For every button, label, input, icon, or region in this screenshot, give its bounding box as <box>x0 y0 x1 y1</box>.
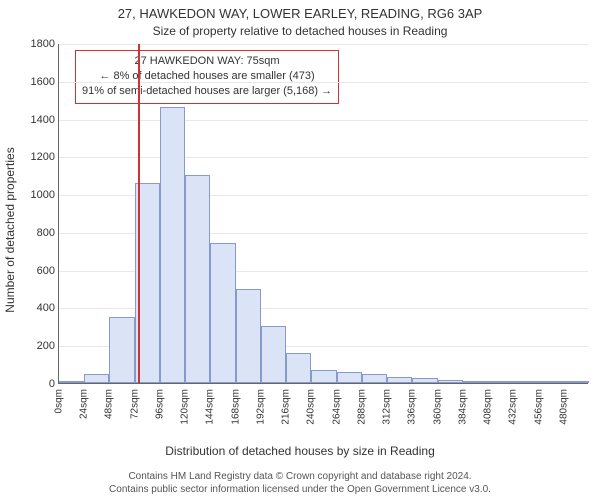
chart-container: 27, HAWKEDON WAY, LOWER EARLEY, READING,… <box>0 0 600 500</box>
xtick-label: 240sqm <box>306 389 317 425</box>
histogram-bar <box>286 353 311 383</box>
y-axis-label: Number of detached properties <box>3 147 17 312</box>
histogram-bar <box>185 175 210 383</box>
footer-attribution: Contains HM Land Registry data © Crown c… <box>0 470 600 496</box>
xtick-label: 408sqm <box>483 389 494 425</box>
histogram-bar <box>438 380 463 383</box>
ytick-label: 1600 <box>31 76 55 88</box>
xtick-label: 144sqm <box>205 389 216 425</box>
ytick-label: 1200 <box>31 151 55 163</box>
histogram-plot: 27 HAWKEDON WAY: 75sqm ← 8% of detached … <box>58 44 588 384</box>
page-subtitle: Size of property relative to detached ho… <box>0 24 600 38</box>
xtick-label: 96sqm <box>154 389 165 419</box>
histogram-bar <box>337 372 362 383</box>
histogram-bar <box>109 317 134 383</box>
annotation-line-1: 27 HAWKEDON WAY: 75sqm <box>82 54 332 69</box>
xtick-label: 120sqm <box>180 389 191 425</box>
ytick-label: 600 <box>37 265 55 277</box>
histogram-bar <box>412 378 437 383</box>
histogram-bar <box>261 326 286 383</box>
xtick-label: 48sqm <box>104 389 115 419</box>
histogram-bar <box>236 289 261 383</box>
xtick-label: 72sqm <box>129 389 140 419</box>
annotation-box: 27 HAWKEDON WAY: 75sqm ← 8% of detached … <box>75 50 339 104</box>
footer-line-1: Contains HM Land Registry data © Crown c… <box>0 470 600 483</box>
reference-line <box>138 44 140 383</box>
histogram-bar <box>84 374 109 383</box>
histogram-bar <box>463 381 488 383</box>
xtick-label: 480sqm <box>558 389 569 425</box>
ytick-label: 200 <box>37 340 55 352</box>
xtick-label: 192sqm <box>255 389 266 425</box>
footer-line-2: Contains public sector information licen… <box>0 483 600 496</box>
ytick-label: 800 <box>37 227 55 239</box>
annotation-line-3: 91% of semi-detached houses are larger (… <box>82 84 332 99</box>
page-title: 27, HAWKEDON WAY, LOWER EARLEY, READING,… <box>0 6 600 21</box>
ytick-label: 400 <box>37 302 55 314</box>
xtick-label: 336sqm <box>407 389 418 425</box>
histogram-bar <box>564 381 589 383</box>
xtick-label: 432sqm <box>508 389 519 425</box>
xtick-label: 24sqm <box>79 389 90 419</box>
xtick-label: 216sqm <box>281 389 292 425</box>
xtick-label: 168sqm <box>230 389 241 425</box>
xtick-label: 288sqm <box>356 389 367 425</box>
ytick-label: 1000 <box>31 189 55 201</box>
histogram-bar <box>488 381 513 383</box>
xtick-label: 384sqm <box>457 389 468 425</box>
histogram-bar <box>362 374 387 383</box>
xtick-label: 264sqm <box>331 389 342 425</box>
xtick-label: 360sqm <box>432 389 443 425</box>
histogram-bar <box>59 381 84 383</box>
xtick-label: 0sqm <box>54 389 65 413</box>
histogram-bar <box>513 381 538 383</box>
histogram-bar <box>210 243 235 383</box>
histogram-bar <box>387 377 412 383</box>
xtick-label: 456sqm <box>533 389 544 425</box>
x-axis-label: Distribution of detached houses by size … <box>0 444 600 458</box>
xtick-label: 312sqm <box>382 389 393 425</box>
histogram-bar <box>539 381 564 383</box>
histogram-bar <box>311 370 336 383</box>
histogram-bar <box>160 107 185 383</box>
ytick-label: 1800 <box>31 38 55 50</box>
ytick-label: 1400 <box>31 114 55 126</box>
